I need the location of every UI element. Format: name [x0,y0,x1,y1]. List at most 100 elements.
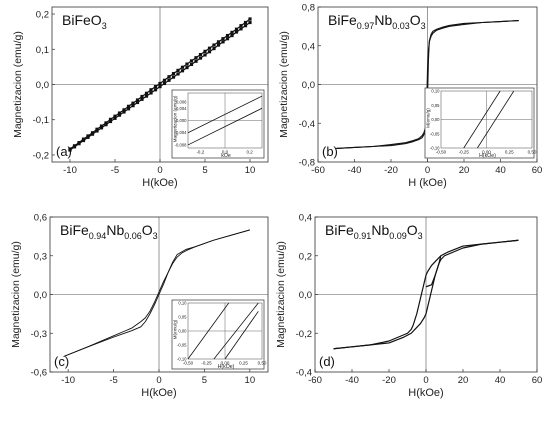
data-point [108,117,113,121]
data-point [81,138,86,143]
data-point [144,91,149,95]
inset-y-tick-label: 0,00 [431,117,440,122]
x-axis-label: H (kOe) [408,177,447,189]
inset-x-tick-label: -0,2 [196,150,204,155]
data-point [122,108,126,112]
data-point [198,56,203,60]
y-tick-label: -0,4 [296,368,312,379]
inset-x-tick-label: -0,50 [183,361,194,366]
y-axis-label: Magnetizacion (emu/g) [278,31,290,138]
data-point [176,68,180,73]
panel-letter: (b) [322,144,338,159]
inset-series-line [477,90,515,149]
data-point [99,126,104,130]
panel-title-part: Nb [106,222,124,238]
x-tick-label: -60 [308,375,322,386]
inset-x-tick-label: -0,25 [201,361,212,366]
inset-y-axis-label: M(emu/g) [426,108,431,128]
data-point [194,56,198,60]
data-point [248,20,252,25]
data-point [216,43,221,47]
y-tick-label: 0,4 [299,213,312,224]
x-axis-label: H(kOe) [142,177,177,189]
inset-y-tick-label: 0,10 [431,89,440,94]
x-axis-label: H(kOe) [408,387,443,399]
series-line [333,239,519,350]
data-point [180,69,185,73]
panel-a: -10 -5 0 5 10 -0,2 -0,1 0,0 0,1 0,2 H(kOe) Magnetiz… [12,6,269,189]
x-tick-label: -60 [311,165,325,176]
inset-x-tick-label: -0,25 [459,150,470,155]
data-point [234,30,239,34]
y-tick-label: 0,2 [299,251,312,262]
data-point [149,88,153,92]
data-point [153,88,158,92]
panel-title-part: BiFe [328,12,357,28]
panel-title-part: 3 [102,21,107,31]
data-point [221,37,225,41]
panel-title-part: BiFe [325,222,354,238]
data-point [171,75,176,79]
panel-title: BiFe0.91Nb0.09O3 [325,222,423,241]
y-tick-label: 0,0 [299,290,312,301]
data-point [95,127,99,131]
panel-title-part: O [142,222,153,238]
panel-title-part: 0.94 [89,231,107,241]
data-point [131,104,135,108]
data-point [113,114,117,118]
inset-x-axis-label: kOe [221,153,231,159]
inset-frame [171,299,265,370]
data-point [230,33,234,38]
inset-x-axis-label: H(kOe) [479,153,496,159]
y-tick-label: 0,0 [302,80,315,91]
data-point [153,85,158,89]
inset-x-tick-label: 0,50 [258,361,267,366]
data-point [95,129,99,133]
inset-series-line [187,302,230,360]
data-point [225,33,230,38]
data-point [135,100,140,105]
panel-title: BiFeO3 [62,12,107,31]
data-point [171,71,176,76]
panel-title-part: O [407,222,418,238]
panel-title-part: 3 [421,21,426,31]
data-point [248,17,252,21]
data-point [243,20,248,25]
data-point [99,124,104,128]
panel-title-part: 3 [153,231,158,241]
x-tick-label: 0 [423,375,428,386]
x-tick-label: 0 [156,375,161,386]
inset-y-tick-label: 0,006 [176,100,187,105]
data-point [108,119,113,124]
inset-y-tick-label: 0,10 [178,301,187,306]
x-tick-label: 60 [532,165,543,176]
data-point [126,107,131,111]
x-tick-label: 5 [202,165,207,176]
x-axis-label: H(kOe) [141,387,176,399]
panel-title-part: 3 [418,231,423,241]
inset-y-tick-label: 0,05 [178,315,187,320]
x-tick-label: -10 [61,375,75,386]
y-axis-label: Magnetizacion (emu/g) [10,241,22,348]
y-tick-label: -0,6 [31,368,47,379]
inset-y-tick-label: -0,10 [430,146,440,151]
x-tick-label: -5 [111,165,119,176]
x-tick-label: 10 [245,165,256,176]
data-point [216,40,221,44]
y-tick-label: -0,2 [296,329,312,340]
data-point [230,30,234,34]
data-point [140,94,144,99]
data-point [117,113,122,117]
x-tick-label: 20 [458,375,469,386]
data-point [212,46,216,51]
panel-d: -60 -40 -20 0 20 40 60 -0,4 -0,2 0,0 0,2 0,4 H(kOe) M… [275,213,542,400]
data-point [113,116,117,120]
data-point [162,81,167,86]
data-point [104,121,108,125]
inset-y-tick-label: -0,05 [177,343,187,348]
panel-title-part: 0.91 [354,231,372,241]
y-tick-label: 0,1 [36,45,49,56]
data-point [117,111,122,115]
